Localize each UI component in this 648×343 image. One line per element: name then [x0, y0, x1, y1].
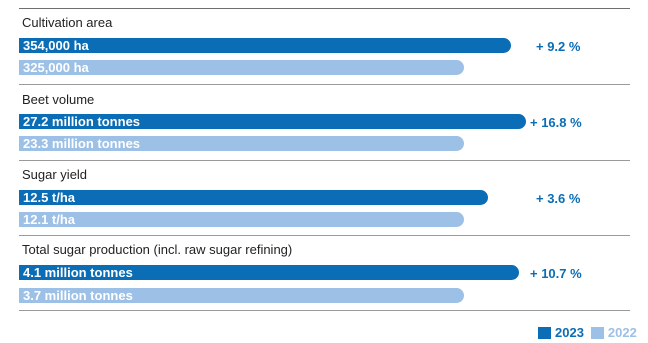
- data-label: 27.2 million tonnes: [23, 114, 141, 129]
- change-label: + 16.8 %: [530, 115, 582, 130]
- change-label: + 10.7 %: [530, 266, 582, 281]
- category-label: Total sugar production (incl. raw sugar …: [22, 242, 293, 257]
- section-divider: [19, 84, 630, 85]
- category-label: Sugar yield: [22, 167, 88, 182]
- legend-label-2023: 2023: [555, 325, 584, 340]
- data-label: 12.1 t/ha: [23, 212, 76, 227]
- legend-item-2023: 2023: [538, 325, 584, 340]
- legend-swatch-2022: [590, 326, 604, 339]
- change-label: + 9.2 %: [536, 39, 581, 54]
- data-label: 12.5 t/ha: [23, 190, 76, 205]
- bar-2022-beet-volume: 23.3 million tonnes: [19, 136, 464, 151]
- data-label: 325,000 ha: [23, 60, 89, 75]
- data-label: 354,000 ha: [23, 38, 89, 53]
- legend: 2023 2022: [538, 325, 644, 340]
- section-divider: [19, 160, 630, 161]
- section-divider: [19, 235, 630, 236]
- bar-2023-beet-volume: 27.2 million tonnes: [19, 114, 526, 129]
- bar-2022-total-sugar-production: 3.7 million tonnes: [19, 288, 464, 303]
- data-label: 23.3 million tonnes: [23, 136, 141, 151]
- category-label: Beet volume: [22, 92, 95, 107]
- bottom-rule: [19, 310, 630, 311]
- bar-2023-total-sugar-production: 4.1 million tonnes: [19, 265, 519, 280]
- legend-label-2022: 2022: [607, 325, 637, 340]
- bar-2023-sugar-yield: 12.5 t/ha: [19, 190, 488, 205]
- bar-2022-cultivation-area: 325,000 ha: [19, 60, 464, 75]
- change-label: + 3.6 %: [536, 191, 581, 206]
- legend-swatch-2023: [538, 326, 551, 339]
- top-rule: [19, 8, 630, 9]
- data-label: 4.1 million tonnes: [23, 265, 133, 280]
- data-label: 3.7 million tonnes: [23, 288, 133, 303]
- category-label: Cultivation area: [22, 15, 113, 30]
- legend-item-2022: 2022: [590, 325, 637, 340]
- bar-2023-cultivation-area: 354,000 ha: [19, 38, 511, 53]
- bar-2022-sugar-yield: 12.1 t/ha: [19, 212, 464, 227]
